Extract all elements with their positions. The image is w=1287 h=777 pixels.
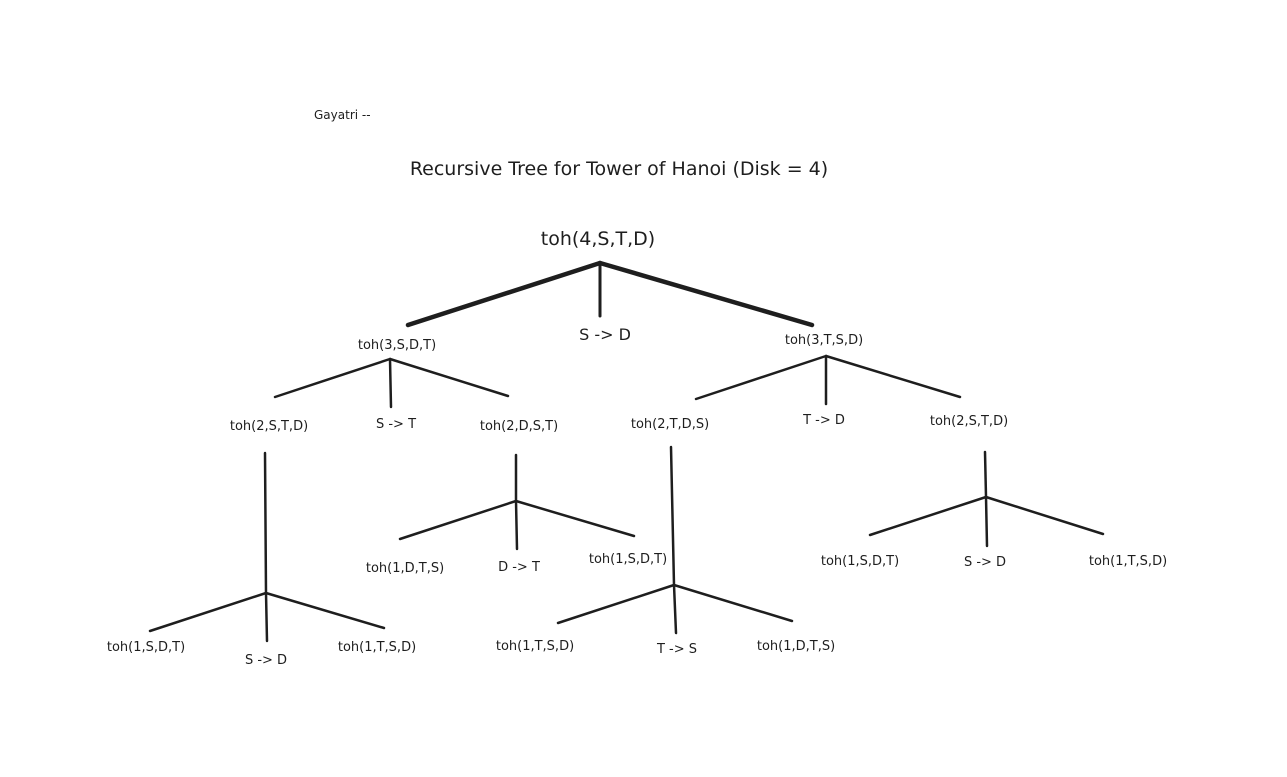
edge-LL-right — [264, 591, 386, 630]
leaf-RR-left: toh(1,S,D,T) — [820, 554, 900, 569]
edge-R-left — [694, 354, 828, 401]
edge-L-move — [388, 357, 393, 409]
move-LL: S -> D — [244, 653, 288, 668]
edge-LL-stem — [263, 451, 268, 595]
node-LL: toh(2,S,T,D) — [229, 419, 309, 434]
leaf-LL-left: toh(1,S,D,T) — [106, 640, 186, 655]
edge-RR-move — [984, 495, 989, 548]
move-LR: D -> T — [498, 560, 540, 575]
edge-LR-move — [514, 499, 519, 551]
author-note: Gayatri -- — [314, 108, 371, 122]
edge-root-right — [597, 260, 815, 328]
leaf-LR-right: toh(1,S,D,T) — [588, 552, 668, 567]
edge-LR-right — [514, 499, 636, 538]
diagram-title: Recursive Tree for Tower of Hanoi (Disk … — [409, 158, 829, 180]
edge-RL-left — [556, 583, 676, 625]
node-root: toh(4,S,T,D) — [540, 228, 656, 250]
edge-RL-move — [672, 583, 678, 635]
edge-RR-stem — [983, 450, 988, 499]
edge-R-right — [824, 354, 962, 399]
edge-root-left — [405, 260, 603, 328]
edge-LL-left — [148, 591, 268, 633]
edge-LL-move — [264, 591, 269, 643]
edge-RR-right — [984, 495, 1105, 536]
move-L: S -> T — [375, 417, 417, 432]
node-R: toh(3,T,S,D) — [784, 333, 864, 348]
move-RL: T -> S — [656, 642, 698, 657]
leaf-LR-left: toh(1,D,T,S) — [365, 561, 445, 576]
leaf-RL-right: toh(1,D,T,S) — [756, 639, 836, 654]
move-RR: S -> D — [963, 555, 1007, 570]
leaf-LL-right: toh(1,T,S,D) — [337, 640, 417, 655]
edge-RL-right — [672, 583, 794, 623]
leaf-RL-left: toh(1,T,S,D) — [495, 639, 575, 654]
move-root: S -> D — [579, 325, 631, 344]
edge-RL-stem — [669, 445, 676, 587]
edge-LR-left — [398, 499, 518, 541]
edge-L-right — [388, 357, 510, 398]
edge-L-left — [273, 357, 392, 399]
node-RL: toh(2,T,D,S) — [630, 417, 710, 432]
move-R: T -> D — [803, 413, 845, 428]
leaf-RR-right: toh(1,T,S,D) — [1088, 554, 1168, 569]
edge-RR-left — [868, 495, 988, 537]
node-LR: toh(2,D,S,T) — [479, 419, 559, 434]
node-L: toh(3,S,D,T) — [357, 338, 437, 353]
node-RR: toh(2,S,T,D) — [929, 414, 1009, 429]
